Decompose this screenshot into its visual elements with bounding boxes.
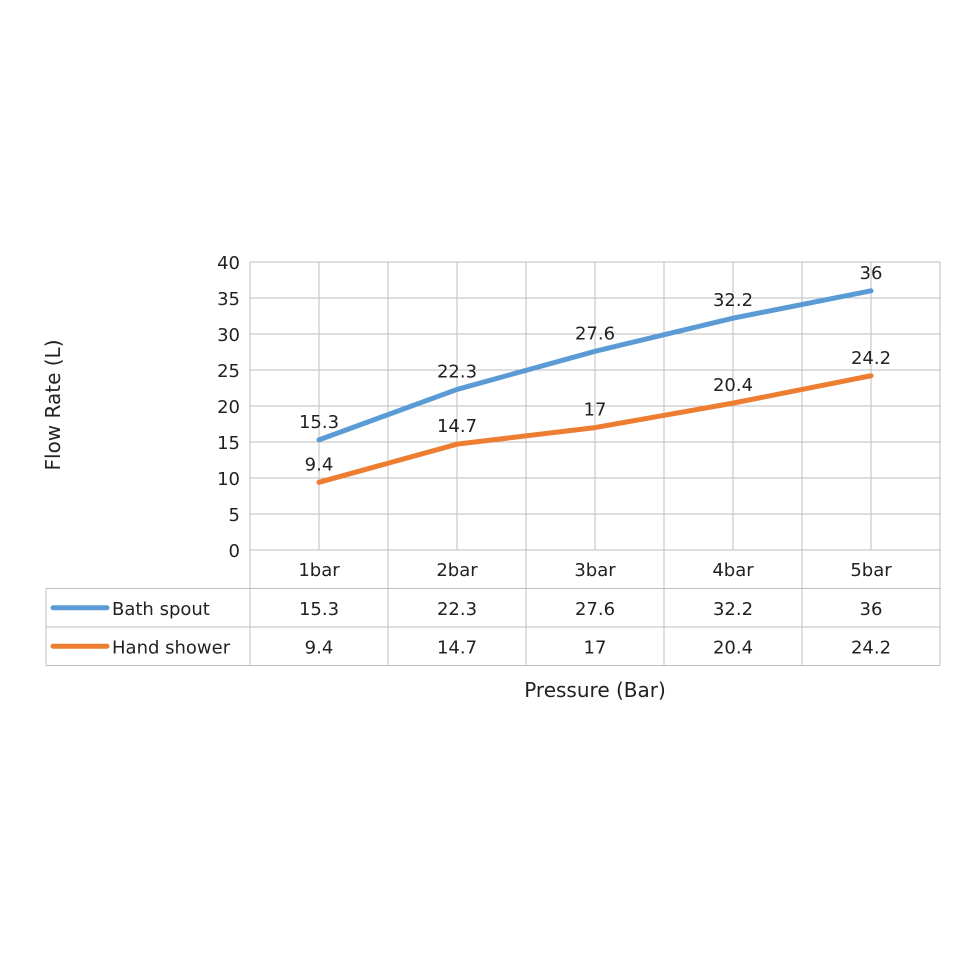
data-label: 14.7 <box>437 416 477 437</box>
table-cell: 9.4 <box>305 637 334 658</box>
y-axis-title: Flow Rate (L) <box>41 340 65 471</box>
series-line-hand-shower <box>316 373 874 485</box>
y-tick-label: 10 <box>217 469 240 490</box>
y-tick-label: 20 <box>217 397 240 418</box>
table-cell: 15.3 <box>299 599 339 620</box>
table-cell: 27.6 <box>575 599 615 620</box>
series-lines <box>316 288 874 485</box>
legend-label: Bath spout <box>112 599 210 620</box>
data-label: 27.6 <box>575 323 615 344</box>
x-tick-label: 5bar <box>850 560 892 581</box>
y-tick-label: 35 <box>217 289 240 310</box>
table-cell: 36 <box>860 599 883 620</box>
data-label: 24.2 <box>851 348 891 369</box>
legend-label: Hand shower <box>112 637 231 658</box>
y-tick-label: 40 <box>217 253 240 274</box>
data-label: 17 <box>584 400 607 421</box>
x-tick-label: 2bar <box>436 560 478 581</box>
table-cell: 24.2 <box>851 637 891 658</box>
data-label: 32.2 <box>713 290 753 311</box>
table-cell: 17 <box>584 637 607 658</box>
table-cell: 20.4 <box>713 637 753 658</box>
data-label: 9.4 <box>305 454 334 475</box>
data-table <box>45 588 940 666</box>
data-label: 20.4 <box>713 375 753 396</box>
grid <box>249 261 941 666</box>
x-tick-label: 1bar <box>298 560 340 581</box>
y-tick-label: 25 <box>217 361 240 382</box>
series-line-bath-spout <box>316 288 874 443</box>
table-cell: 14.7 <box>437 637 477 658</box>
y-tick-label: 0 <box>229 541 240 562</box>
x-tick-label: 4bar <box>712 560 754 581</box>
data-label: 36 <box>860 263 883 284</box>
table-cell: 22.3 <box>437 599 477 620</box>
x-axis-title: Pressure (Bar) <box>524 678 666 702</box>
x-tick-label: 3bar <box>574 560 616 581</box>
labels: 0 5 10 15 20 25 30 35 40 1bar 2bar 3bar 4bar 5bar Bath… <box>112 253 892 658</box>
y-tick-label: 30 <box>217 325 240 346</box>
y-tick-label: 15 <box>217 433 240 454</box>
data-label: 22.3 <box>437 361 477 382</box>
table-cell: 32.2 <box>713 599 753 620</box>
y-tick-label: 5 <box>229 505 240 526</box>
data-label: 15.3 <box>299 412 339 433</box>
